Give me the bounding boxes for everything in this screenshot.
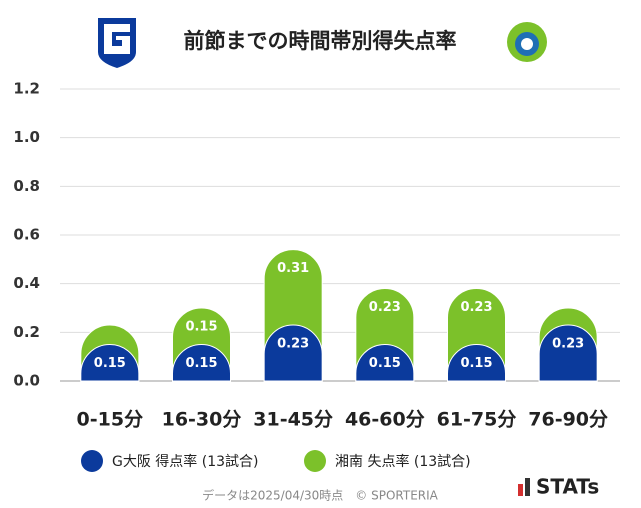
brand: STATs: [536, 475, 599, 499]
team-logo-right: [507, 22, 547, 62]
chart-title: 前節までの時間帯別得失点率: [184, 29, 457, 53]
data-label: 0.23: [369, 300, 401, 315]
footer: データは2025/04/30時点 © SPORTERIA: [202, 488, 439, 503]
x-tick-label: 0-15分: [77, 409, 144, 431]
legend-marker: [81, 450, 103, 472]
legend-label: G大阪 得点率 (13試合): [112, 453, 259, 470]
x-tick-label: 46-60分: [345, 409, 425, 431]
y-tick-label: 0.8: [13, 177, 40, 195]
data-label: 0.15: [185, 356, 217, 371]
legend-marker: [304, 450, 326, 472]
y-tick-label: 0.6: [13, 226, 40, 244]
bar-segment: [447, 344, 506, 382]
bar-segment: [538, 324, 598, 382]
brand-logo: STATs: [518, 475, 599, 499]
bar-segment: [80, 344, 140, 382]
data-label: 0.23: [277, 337, 309, 352]
data-label: 0.15: [94, 356, 126, 371]
team-logo-left: [98, 18, 136, 68]
data-label: 0.23: [552, 337, 584, 352]
data-label: 0.15: [185, 320, 217, 335]
x-tick-label: 76-90分: [528, 409, 608, 431]
data-label: 0.15: [460, 356, 492, 371]
x-tick-label: 61-75分: [437, 409, 517, 431]
data-label: 0.15: [369, 356, 401, 371]
x-tick-label: 16-30分: [162, 409, 242, 431]
bar-segment: [355, 344, 415, 382]
y-tick-label: 0.4: [13, 274, 40, 292]
legend-label: 湘南 失点率 (13試合): [335, 453, 471, 470]
x-tick-label: 31-45分: [253, 409, 333, 431]
y-tick-label: 1.2: [13, 80, 40, 98]
bar-segment: [172, 344, 231, 382]
y-tick-label: 1.0: [13, 128, 40, 146]
y-tick-label: 0.2: [13, 323, 40, 341]
data-label: 0.23: [460, 300, 492, 315]
bar-segment: [263, 324, 323, 382]
data-label: 0.31: [277, 261, 309, 276]
y-tick-label: 0.0: [13, 372, 40, 390]
